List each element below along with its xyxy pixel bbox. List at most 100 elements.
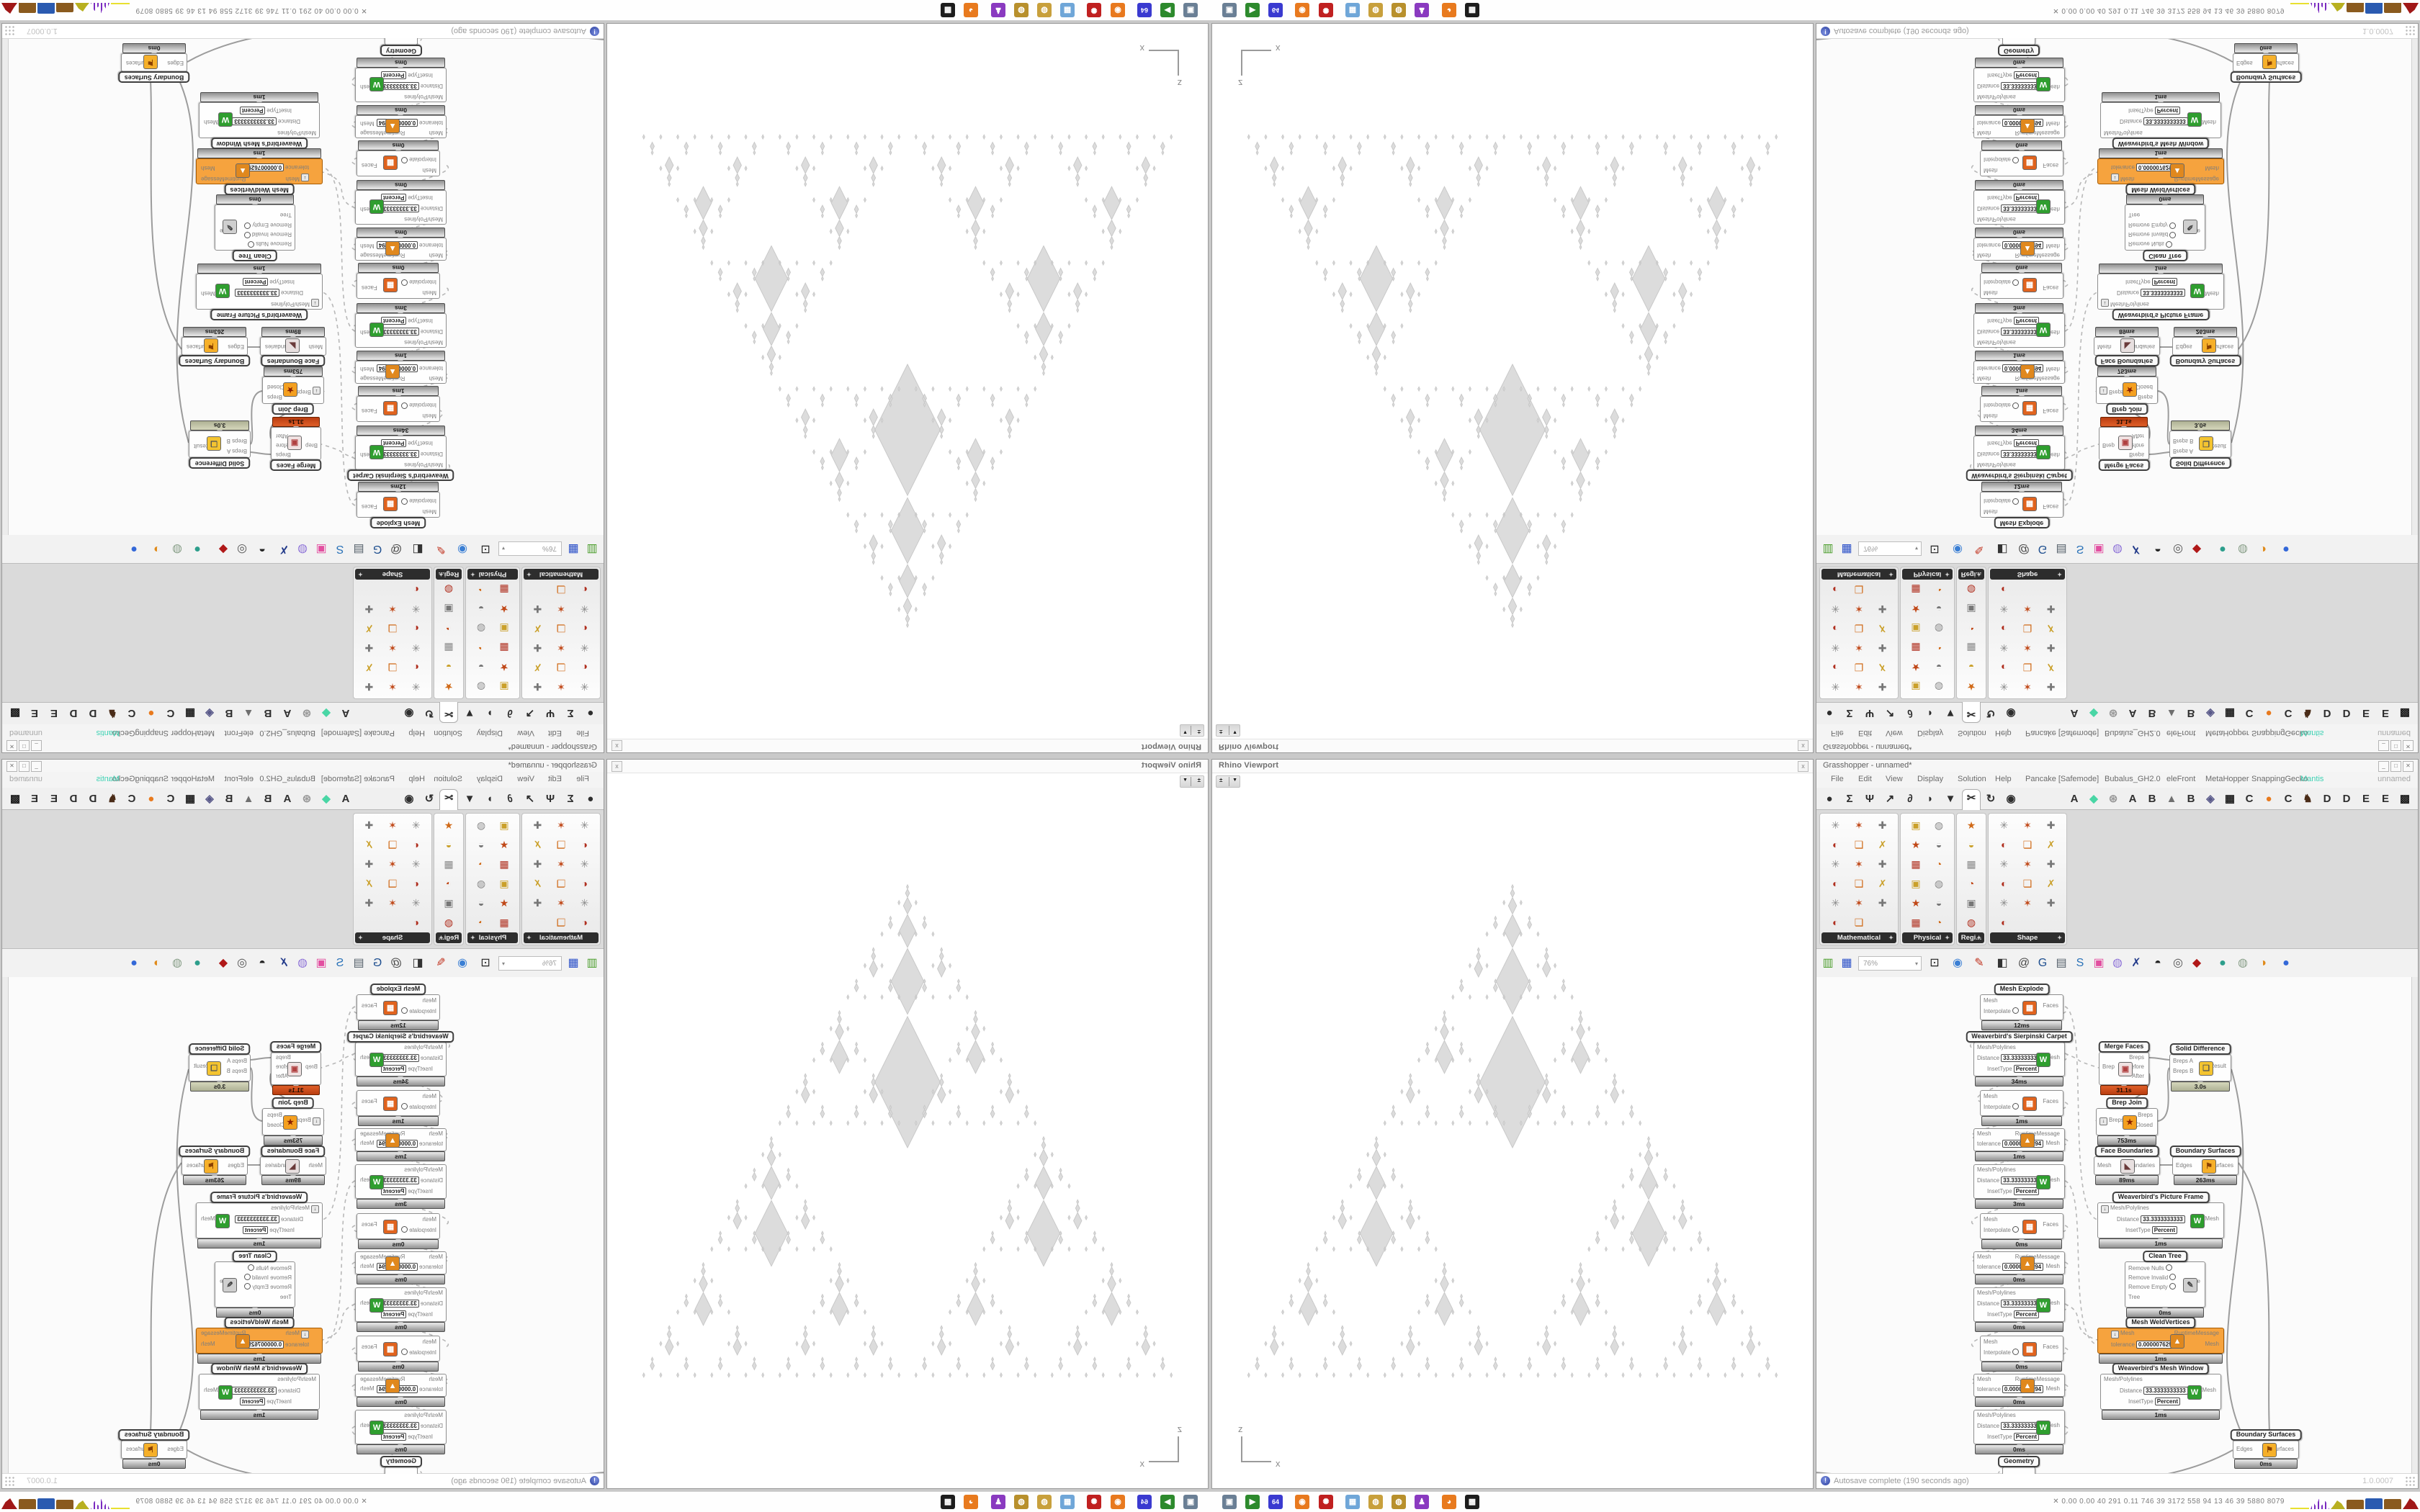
blue-sphere-icon[interactable]: ● [2282,543,2290,555]
section-expand-icon[interactable]: ✦ [1976,935,1981,941]
tab-plugin-e2[interactable]: E [31,707,39,719]
media-tool-icon[interactable]: ▶ [1160,3,1175,17]
section-expand-icon[interactable]: ✦ [358,935,363,941]
component-icon[interactable]: ★ [1966,681,1976,693]
node-body[interactable]: Mesh/PolylinesDistance33.3333333333OutMe… [1973,436,2065,470]
component-icon[interactable]: ✚ [2046,681,2056,693]
component-icon[interactable]: ✚ [2046,603,2056,615]
zoom-level-combo[interactable]: 76% ▾ [1858,956,1922,971]
tab-plugin-b2[interactable]: B [2187,707,2195,719]
tab-plugin-c1[interactable]: C [166,793,175,805]
gh-node-boundsurf[interactable]: Boundary Surfaces Edges Surfaces ⚑ 263ms [2169,327,2241,366]
node-body[interactable]: Mesh Interpolate Faces ▦ [1980,492,2063,518]
component-icon[interactable]: ◐ [1832,839,1839,850]
component-icon[interactable]: ✚ [364,819,374,831]
menu-item-metahopper[interactable]: MetaHopper [2205,775,2249,783]
save-file-icon[interactable]: ▦ [1841,543,1852,555]
zoom-extents-icon[interactable]: ⊡ [1930,543,1940,555]
component-icon[interactable]: ◐ [581,662,588,673]
section-expand-icon[interactable]: ✦ [526,935,532,941]
ribbon-section-header[interactable]: Physical ✦ [467,569,518,580]
component-icon[interactable]: ▦ [1911,917,1921,928]
component-icon[interactable]: ▣ [499,819,509,831]
component-icon[interactable]: ★ [499,603,509,615]
component-icon[interactable]: ✶ [388,819,397,831]
component-icon[interactable]: ◐ [413,878,419,889]
component-icon[interactable]: ◐ [2001,662,2007,673]
gh-node-explode[interactable]: Mesh Interpolate Faces ▦ 0ms [1980,1213,2063,1249]
tab-plugin-bird[interactable]: ♞ [2303,793,2313,805]
tab-plugin-leaf[interactable]: ◆ [322,707,331,719]
media-tool-icon[interactable]: ▶ [1245,3,1260,17]
node-value-box[interactable]: Percent [2013,194,2040,202]
gem-icon[interactable]: ◆ [218,543,228,555]
component-icon[interactable]: ▣ [1911,681,1921,693]
tab-plugin-b1[interactable]: B [264,707,272,719]
rings-icon[interactable]: ◎ [237,957,247,969]
component-icon[interactable]: ✚ [364,897,374,909]
menu-item-display[interactable]: Display [1917,729,1944,737]
tab-plugin-c1[interactable]: C [2245,707,2254,719]
gem-icon[interactable]: ◆ [2192,543,2202,555]
gh-node-meshwindow[interactable]: Weaverbird's Mesh Window Mesh/Polylines Di… [2100,92,2221,149]
component-icon[interactable]: ✶ [1855,681,1863,693]
toggle-circle-icon[interactable] [244,1283,251,1290]
blue-sphere-icon[interactable]: ● [130,957,138,969]
component-icon[interactable]: ✗ [2046,623,2056,634]
help-box-icon[interactable]: ▣ [2093,543,2105,555]
component-icon[interactable]: ✳ [411,819,421,831]
component-icon[interactable]: ✶ [557,603,565,615]
calculator-icon[interactable]: ▦ [1345,3,1360,17]
tab-plugin-a2[interactable]: A [2128,793,2137,805]
node-body[interactable]: Breps A Breps B Result ❑ [189,1054,251,1081]
gh-node-sierpinski[interactable]: Weaverbird's Sierpinski Carpet Mesh/Polyl… [1966,1031,2073,1086]
menu-item-solution[interactable]: Solution [1958,775,1986,783]
c64-emulator-icon[interactable]: 64 [1268,3,1283,17]
component-icon[interactable]: ◐ [1832,917,1839,928]
ribbon-section-header[interactable]: Physical ✦ [1902,932,1953,943]
node-value-box[interactable]: Percent [380,1433,407,1441]
node-body[interactable]: Mesh Interpolate Faces ▦ [1980,1336,2063,1362]
menu-item-elefront[interactable]: eleFront [224,729,254,737]
section-expand-icon[interactable]: ✦ [2057,935,2062,941]
node-value-box[interactable]: Percent [2013,1310,2040,1318]
component-icon[interactable]: ◐ [2001,839,2007,850]
checker-app-icon[interactable]: ▩ [941,1495,955,1509]
tab-plugin-bird[interactable]: ♞ [2303,707,2313,719]
gh-node-sierpinski[interactable]: Mesh/PolylinesDistance33.3333333333OutMe… [1973,1164,2065,1209]
blender-icon[interactable]: ◕ [1442,3,1456,17]
tab-plugin-c2[interactable]: C [2284,707,2293,719]
component-icon[interactable]: ◒ [1935,897,1942,909]
wire-sphere-icon[interactable]: ● [194,957,201,969]
node-body[interactable]: Meshtolerance0.0000076294RuntimeMessageM… [1973,115,2065,138]
gh-node-cleantree[interactable]: Clean Tree Remove Nulls Remove Invalid Remo… [2125,194,2205,261]
gh-node-explode[interactable]: Mesh Interpolate Faces ▦ 0ms [357,1336,440,1372]
viewport-projection-combo[interactable]: ± ▼ [1216,724,1240,737]
node-body[interactable]: Meshtolerance0.0000076294RuntimeMessageM… [355,115,447,138]
node-value-box[interactable]: Percent [239,107,266,114]
wire-sphere-icon[interactable]: ● [2219,543,2226,555]
node-body[interactable]: Remove Nulls Remove Invalid Remove Empty Tr… [215,1261,295,1308]
node-body[interactable]: Meshtolerance0.0000076294RuntimeMessageM… [1973,238,2065,261]
node-body[interactable]: Mesh/PolylinesDistance33.3333333333OutMe… [355,190,447,225]
component-icon[interactable]: ✚ [1878,681,1887,693]
blender-icon[interactable]: ◕ [1442,1495,1456,1509]
component-icon[interactable]: ▣ [1966,897,1976,909]
tab-plugin-e1[interactable]: E [2362,707,2370,719]
save-file-icon[interactable]: ▦ [568,543,579,555]
tab-mesh[interactable]: ▼ [464,707,475,719]
lock-preview-icon[interactable]: ◓ [2154,543,2161,555]
component-icon[interactable]: ❏ [2022,623,2033,634]
node-value-box[interactable]: Percent [380,71,407,79]
chevron-down-icon[interactable]: ▼ [1183,778,1188,783]
gh-node-pictureframe[interactable]: Weaverbird's Picture Frame↓Mesh/Polyline… [196,1192,323,1248]
node-body[interactable]: Mesh/PolylinesDistance33.3333333333OutMe… [355,1164,447,1199]
toggle-circle-icon[interactable] [401,279,408,286]
half-sphere-icon[interactable]: ◑ [153,957,161,969]
component-icon[interactable]: ◒ [445,839,452,850]
gh-node-pictureframe[interactable]: Weaverbird's Picture Frame↓Mesh/Polyline… [2097,1192,2224,1248]
gh-node-explode[interactable]: Mesh Interpolate Faces ▦ 0ms [1980,263,2063,299]
